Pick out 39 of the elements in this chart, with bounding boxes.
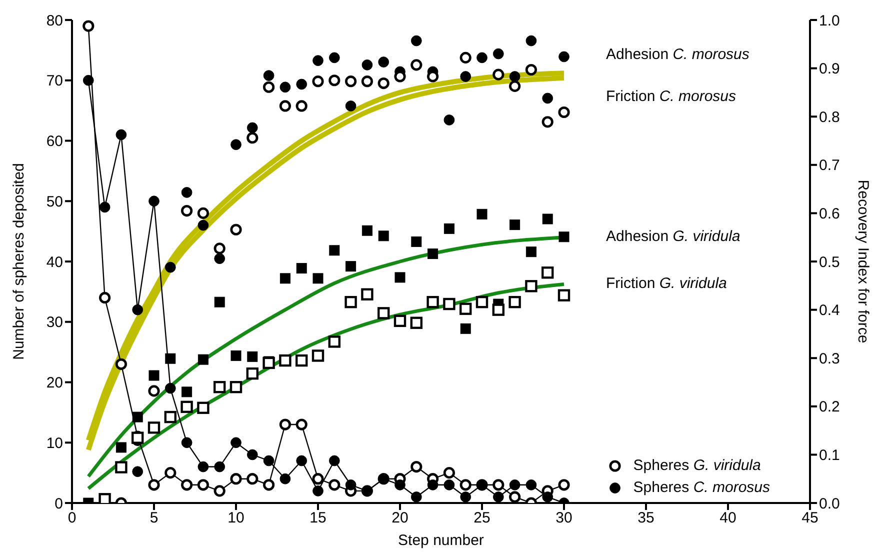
y2-tick-label: 0.8	[819, 108, 840, 126]
y2-tick-label: 0.9	[819, 60, 840, 78]
x-tick-label: 5	[150, 510, 158, 527]
text: Adhesion C. morosus	[606, 46, 750, 63]
x-tick-label: 10	[228, 510, 244, 527]
legend-label: Spheres C. morosus	[633, 479, 770, 496]
x-tick-label: 35	[638, 510, 654, 527]
y-tick-label: 80	[46, 12, 63, 30]
y-tick-label: 20	[46, 374, 63, 392]
y2-tick-label: 0.2	[819, 398, 840, 416]
text: Adhesion G. viridula	[606, 228, 740, 246]
y2-tick-label: 0.0	[819, 495, 840, 512]
x-tick-label: 15	[310, 510, 326, 527]
y2-tick-label: 0.3	[819, 350, 840, 368]
text: Friction G. viridula	[606, 275, 727, 292]
y-tick-label: 30	[46, 314, 63, 332]
x-tick-label: 45	[802, 510, 818, 527]
y2-axis-title: Recovery Index for force	[854, 180, 872, 344]
text: Friction C. morosus	[606, 88, 736, 105]
y2-tick-label: 0.5	[819, 254, 840, 271]
y-tick-label: 50	[46, 193, 63, 210]
y2-tick-label: 0.1	[819, 447, 840, 464]
legend-label: Spheres G. viridula	[633, 457, 761, 474]
y-tick-label: 70	[46, 72, 63, 90]
y-tick-label: 10	[46, 434, 63, 452]
x-tick-label: 30	[556, 510, 572, 527]
y-tick-label: 40	[46, 254, 63, 271]
y2-tick-label: 1.0	[819, 12, 840, 30]
x-tick-label: 20	[392, 510, 408, 527]
x-axis-title: Step number	[398, 532, 484, 549]
x-tick-label: 25	[474, 510, 490, 527]
y2-tick-label: 0.4	[819, 302, 840, 320]
y-tick-label: 0	[54, 495, 63, 512]
y2-tick-label: 0.6	[819, 206, 840, 223]
y-axis-title: Number of spheres deposited	[10, 163, 28, 360]
y2-tick-label: 0.7	[819, 157, 840, 174]
y-tick-label: 60	[46, 133, 63, 150]
x-tick-label: 0	[68, 510, 76, 527]
x-tick-label: 40	[720, 510, 736, 527]
